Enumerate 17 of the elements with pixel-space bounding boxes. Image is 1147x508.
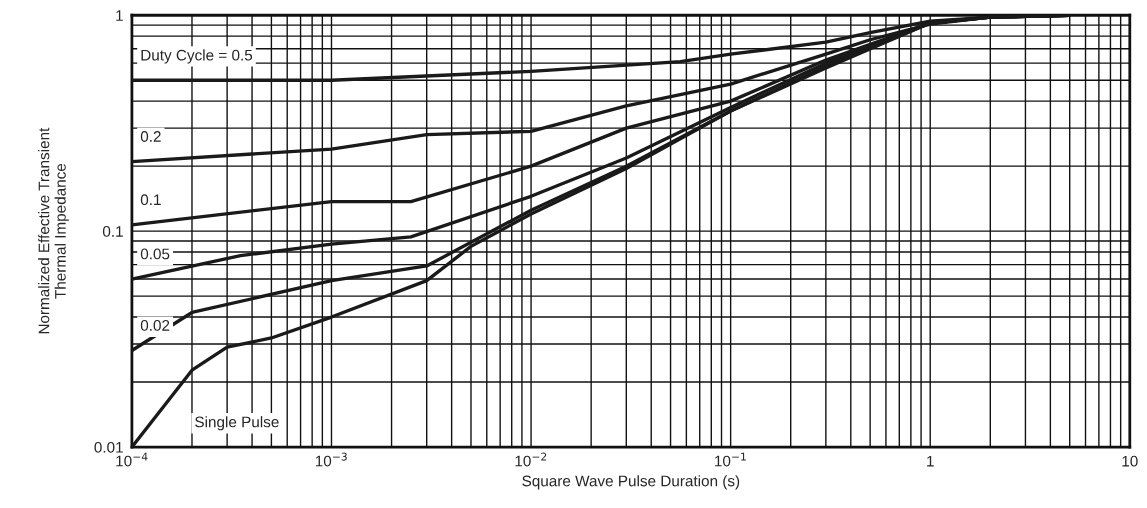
series-label: 0.1 xyxy=(140,194,161,206)
x-axis-title: Square Wave Pulse Duration (s) xyxy=(522,475,740,490)
text: Single Pulse xyxy=(195,416,279,431)
series-label: 0.05 xyxy=(140,248,170,260)
x-tick-label: 10$^{−1}$ xyxy=(715,452,746,467)
y-tick-label: 0.1 xyxy=(102,226,123,237)
x-tick-label: 1 xyxy=(927,455,934,467)
x-tick-label: 10 xyxy=(1122,455,1138,467)
series-label: 0.02 xyxy=(140,319,170,331)
y-axis-title: Normalized Effective Transient Thermal Impedance xyxy=(38,127,69,334)
series-label: 0.2 xyxy=(140,131,161,142)
x-tick-label: 10$^{−3}$ xyxy=(315,452,347,467)
x-tick-label: 10$^{−4}$ xyxy=(116,452,148,467)
y-tick-label: 1 xyxy=(116,10,123,21)
x-tick-label: 10$^{−2}$ xyxy=(515,452,547,467)
series-label: Duty Cycle = 0.5 xyxy=(141,49,253,64)
y-tick-label: 0.01 xyxy=(94,441,123,453)
